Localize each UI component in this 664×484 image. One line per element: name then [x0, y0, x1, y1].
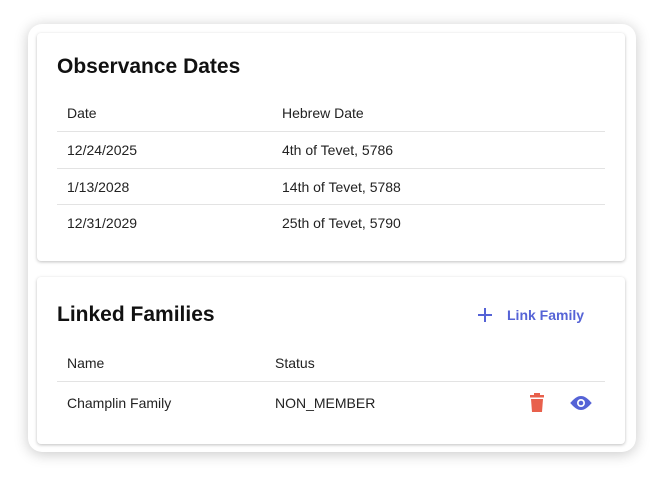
cell: 25th of Tevet, 5790: [282, 215, 401, 231]
row-divider: [57, 204, 605, 205]
column-header: Status: [275, 355, 315, 371]
column-header: Hebrew Date: [282, 105, 364, 121]
linked-card: Linked Families Link Family Name Status …: [37, 277, 625, 444]
view-icon[interactable]: [569, 395, 593, 411]
row-divider: [57, 168, 605, 169]
column-header: Date: [67, 105, 97, 121]
cell: 12/24/2025: [67, 142, 138, 158]
cell: Champlin Family: [67, 395, 172, 411]
cell: 4th of Tevet, 5786: [282, 142, 394, 158]
cell: NON_MEMBER: [275, 395, 376, 411]
plus-icon: [478, 308, 492, 322]
delete-icon[interactable]: [529, 393, 545, 413]
panel: Observance Dates Date Hebrew Date 12/24/…: [28, 24, 636, 452]
section-title: Linked Families: [57, 303, 215, 326]
cell: 1/13/2028: [67, 179, 130, 195]
cell: 14th of Tevet, 5788: [282, 179, 401, 195]
row-divider: [57, 131, 605, 132]
observance-card: Observance Dates Date Hebrew Date 12/24/…: [37, 33, 625, 261]
cell: 12/31/2029: [67, 215, 138, 231]
link-family-button[interactable]: Link Family: [477, 303, 584, 327]
column-header: Name: [67, 355, 105, 371]
row-divider: [57, 381, 605, 382]
section-title: Observance Dates: [57, 55, 241, 78]
button-label: Link Family: [507, 307, 585, 323]
